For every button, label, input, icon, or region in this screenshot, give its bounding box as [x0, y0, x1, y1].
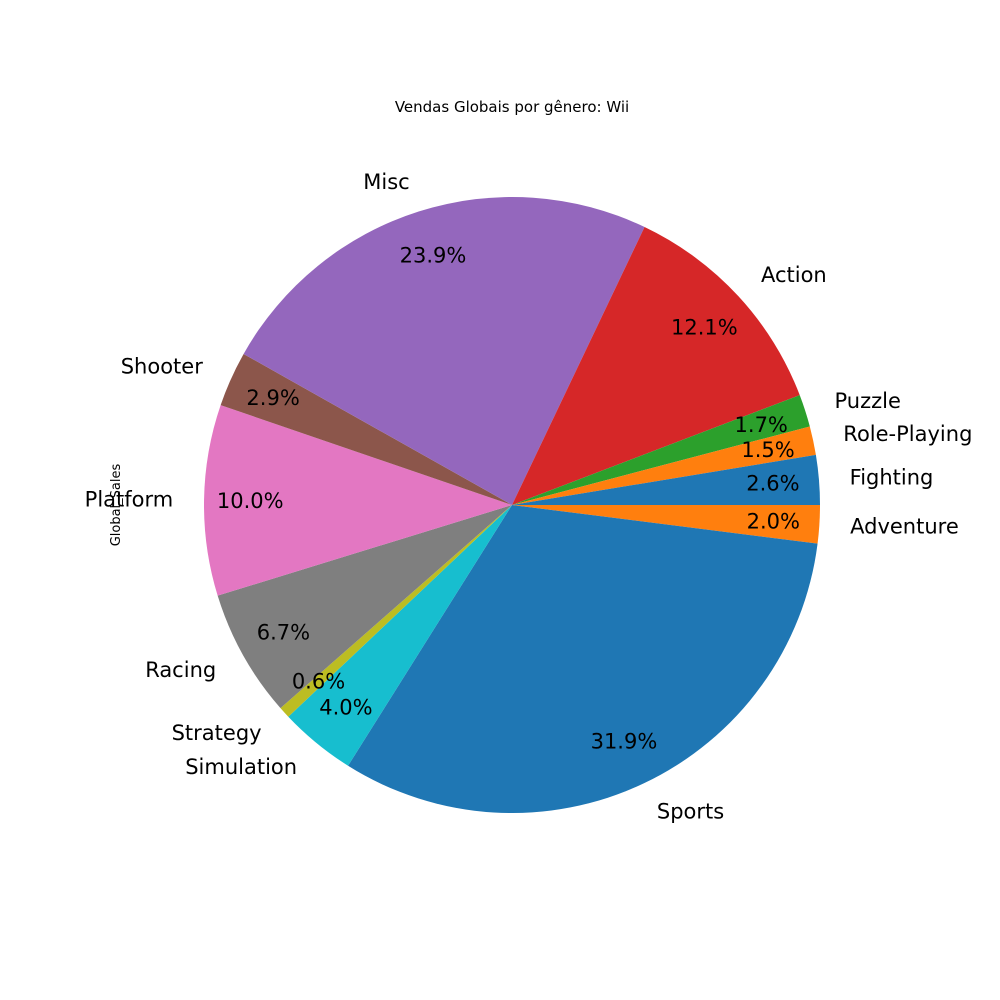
- pie-slices: [204, 197, 821, 814]
- slice-percent-label: 4.0%: [319, 695, 372, 719]
- slice-label: Role-Playing: [843, 422, 972, 446]
- slice-percent-label: 1.5%: [741, 438, 794, 462]
- pie-labels: Adventure 2.0% Sports 31.9% Simulation 4.0% St…: [85, 170, 973, 823]
- slice-label: Action: [761, 263, 827, 287]
- chart-title: Vendas Globais por gênero: Wii: [395, 98, 629, 116]
- pie-slice-strategy: [280, 505, 512, 717]
- pie-slice-fighting: [512, 454, 821, 505]
- pie-slice-platform: [204, 405, 512, 596]
- slice-label: Fighting: [850, 465, 934, 489]
- slice-label: Misc: [363, 170, 409, 194]
- slice-label: Platform: [85, 488, 174, 512]
- slice-label: Strategy: [172, 721, 262, 745]
- slice-label: Sports: [657, 799, 724, 823]
- slice-label: Puzzle: [835, 389, 901, 413]
- slice-percent-label: 0.6%: [292, 669, 345, 693]
- slice-label: Simulation: [185, 755, 297, 779]
- pie-slice-misc: [243, 197, 645, 505]
- pie-slice-simulation: [288, 505, 512, 766]
- pie-slice-shooter: [220, 353, 512, 505]
- slice-percent-label: 23.9%: [400, 243, 467, 267]
- slice-percent-label: 2.6%: [746, 472, 799, 496]
- slice-percent-label: 1.7%: [735, 413, 788, 437]
- pie-slice-role-playing: [512, 426, 816, 505]
- pie-slice-sports: [348, 505, 818, 814]
- y-axis-label: Global_Sales: [109, 463, 124, 546]
- slice-label: Racing: [145, 658, 216, 682]
- slice-percent-label: 2.9%: [246, 386, 299, 410]
- slice-label: Shooter: [121, 354, 203, 378]
- slice-percent-label: 31.9%: [591, 730, 658, 754]
- pie-slice-puzzle: [512, 395, 810, 505]
- slice-percent-label: 2.0%: [747, 509, 800, 533]
- pie-slice-action: [512, 226, 800, 506]
- pie-slice-adventure: [512, 505, 820, 544]
- slice-percent-label: 12.1%: [671, 315, 738, 339]
- slice-percent-label: 6.7%: [257, 621, 310, 645]
- slice-label: Adventure: [850, 514, 959, 538]
- slice-percent-label: 10.0%: [217, 489, 284, 513]
- pie-slice-racing: [217, 505, 512, 709]
